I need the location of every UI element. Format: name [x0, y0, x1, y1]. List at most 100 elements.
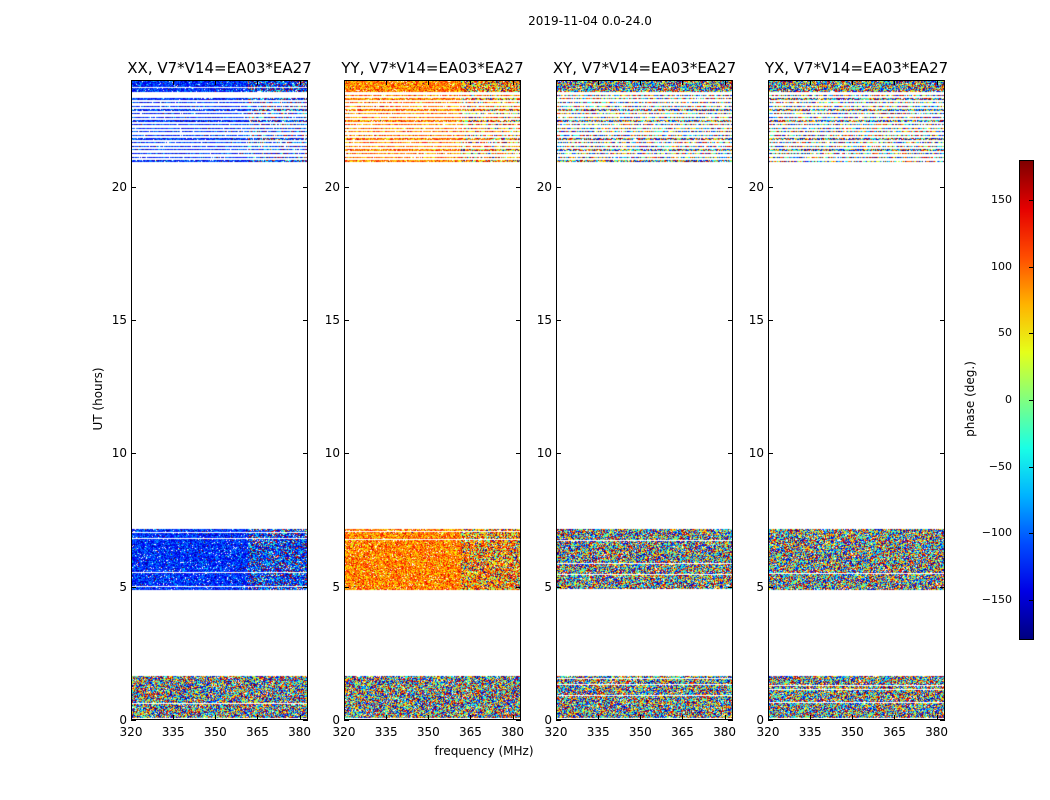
- heatmap-yx: [769, 81, 944, 719]
- x-tick-mark-top: [299, 80, 301, 85]
- x-tick-mark: [640, 715, 642, 720]
- y-tick-mark: [556, 720, 561, 721]
- y-tick-label: 20: [111, 179, 127, 194]
- y-tick-mark: [768, 320, 773, 321]
- colorbar-tick-mark: [1029, 600, 1034, 601]
- y-tick-mark: [344, 320, 349, 321]
- y-tick-mark-right: [728, 586, 733, 588]
- y-tick-label: 15: [324, 313, 340, 327]
- x-tick-mark-top: [768, 80, 769, 85]
- y-tick-mark-right: [728, 720, 733, 721]
- y-tick-label: 15: [536, 313, 552, 327]
- panel-title-yx: YX, V7*V14=EA03*EA27: [764, 59, 949, 77]
- y-tick-label: 0: [119, 713, 127, 727]
- x-tick-label: 365: [245, 725, 269, 739]
- x-tick-mark-top: [682, 80, 684, 85]
- y-tick-mark: [344, 720, 349, 721]
- y-tick-mark-right: [516, 186, 521, 188]
- heatmap-yy: [345, 81, 520, 719]
- x-tick-mark-top: [640, 80, 642, 85]
- y-tick-mark: [768, 720, 773, 721]
- x-tick-mark-top: [470, 80, 472, 85]
- y-tick-mark-right: [940, 320, 945, 321]
- y-tick-label: 0: [544, 713, 552, 727]
- x-tick-label: 350: [203, 725, 227, 739]
- y-tick-label: 20: [748, 179, 764, 194]
- x-tick-mark-top: [257, 80, 259, 85]
- x-tick-mark: [936, 715, 938, 720]
- x-tick-mark: [512, 715, 514, 720]
- y-tick-mark: [131, 453, 136, 455]
- x-tick-mark: [810, 715, 812, 720]
- y-tick-mark: [131, 320, 136, 321]
- y-tick-mark-right: [728, 186, 733, 188]
- x-axis-label: frequency (MHz): [434, 744, 534, 758]
- x-tick-mark: [598, 715, 600, 720]
- colorbar-tick-mark: [1029, 400, 1034, 401]
- y-tick-label: 15: [748, 313, 764, 327]
- y-tick-label: 5: [332, 579, 340, 594]
- y-tick-mark: [344, 586, 349, 588]
- y-tick-mark: [768, 586, 773, 588]
- y-tick-mark-right: [516, 320, 521, 321]
- x-tick-mark: [299, 715, 301, 720]
- y-tick-mark-right: [303, 186, 308, 188]
- x-tick-label: 365: [882, 725, 906, 739]
- y-tick-mark-right: [303, 453, 308, 455]
- y-tick-label: 5: [756, 579, 764, 594]
- y-tick-mark-right: [940, 720, 945, 721]
- y-tick-mark-right: [516, 586, 521, 588]
- x-tick-mark: [556, 715, 557, 720]
- colorbar-tick-label: 0: [1005, 393, 1012, 406]
- y-axis-label: UT (hours): [91, 367, 105, 431]
- colorbar-tick-label: 100: [991, 259, 1012, 273]
- colorbar-tick-mark: [1029, 333, 1034, 335]
- colorbar-tick-mark: [1029, 200, 1034, 201]
- x-tick-label: 320: [544, 725, 568, 739]
- y-tick-mark-right: [940, 586, 945, 588]
- x-tick-mark: [257, 715, 259, 720]
- y-tick-mark: [344, 186, 349, 188]
- x-tick-label: 350: [628, 725, 652, 739]
- x-tick-mark-top: [428, 80, 430, 85]
- y-tick-mark: [768, 453, 773, 455]
- y-tick-mark: [131, 586, 136, 588]
- y-tick-label: 10: [111, 446, 127, 461]
- y-tick-label: 20: [324, 179, 340, 194]
- x-tick-label: 320: [756, 725, 780, 739]
- colorbar-tick-label: 50: [998, 326, 1012, 340]
- x-tick-mark: [173, 715, 175, 720]
- x-tick-mark: [131, 715, 132, 720]
- y-tick-mark-right: [516, 453, 521, 455]
- y-tick-label: 5: [544, 579, 552, 594]
- x-tick-label: 335: [586, 725, 610, 739]
- x-tick-mark-top: [512, 80, 514, 85]
- x-tick-mark: [768, 715, 769, 720]
- heatmap-xx: [132, 81, 307, 719]
- colorbar-label: phase (deg.): [963, 361, 977, 437]
- x-tick-label: 320: [332, 725, 356, 739]
- y-tick-mark-right: [728, 453, 733, 455]
- y-tick-label: 10: [536, 446, 552, 461]
- y-tick-label: 10: [748, 446, 764, 461]
- x-tick-label: 365: [670, 725, 694, 739]
- panel-yy: [344, 80, 521, 720]
- y-tick-mark: [344, 453, 349, 455]
- x-tick-label: 335: [798, 725, 822, 739]
- y-tick-mark: [556, 320, 561, 321]
- x-tick-mark-top: [556, 80, 557, 85]
- x-tick-mark: [428, 715, 430, 720]
- y-tick-mark: [556, 586, 561, 588]
- x-tick-label: 380: [288, 725, 312, 739]
- x-tick-mark-top: [173, 80, 175, 85]
- x-tick-label: 380: [501, 725, 525, 739]
- y-tick-mark: [131, 720, 136, 721]
- panel-xy: [556, 80, 733, 720]
- x-tick-label: 320: [119, 725, 143, 739]
- y-tick-mark-right: [940, 453, 945, 455]
- colorbar-tick-mark: [1029, 466, 1034, 468]
- x-tick-label: 335: [374, 725, 398, 739]
- x-tick-mark: [386, 715, 388, 720]
- x-tick-mark-top: [724, 80, 726, 85]
- x-tick-label: 350: [416, 725, 440, 739]
